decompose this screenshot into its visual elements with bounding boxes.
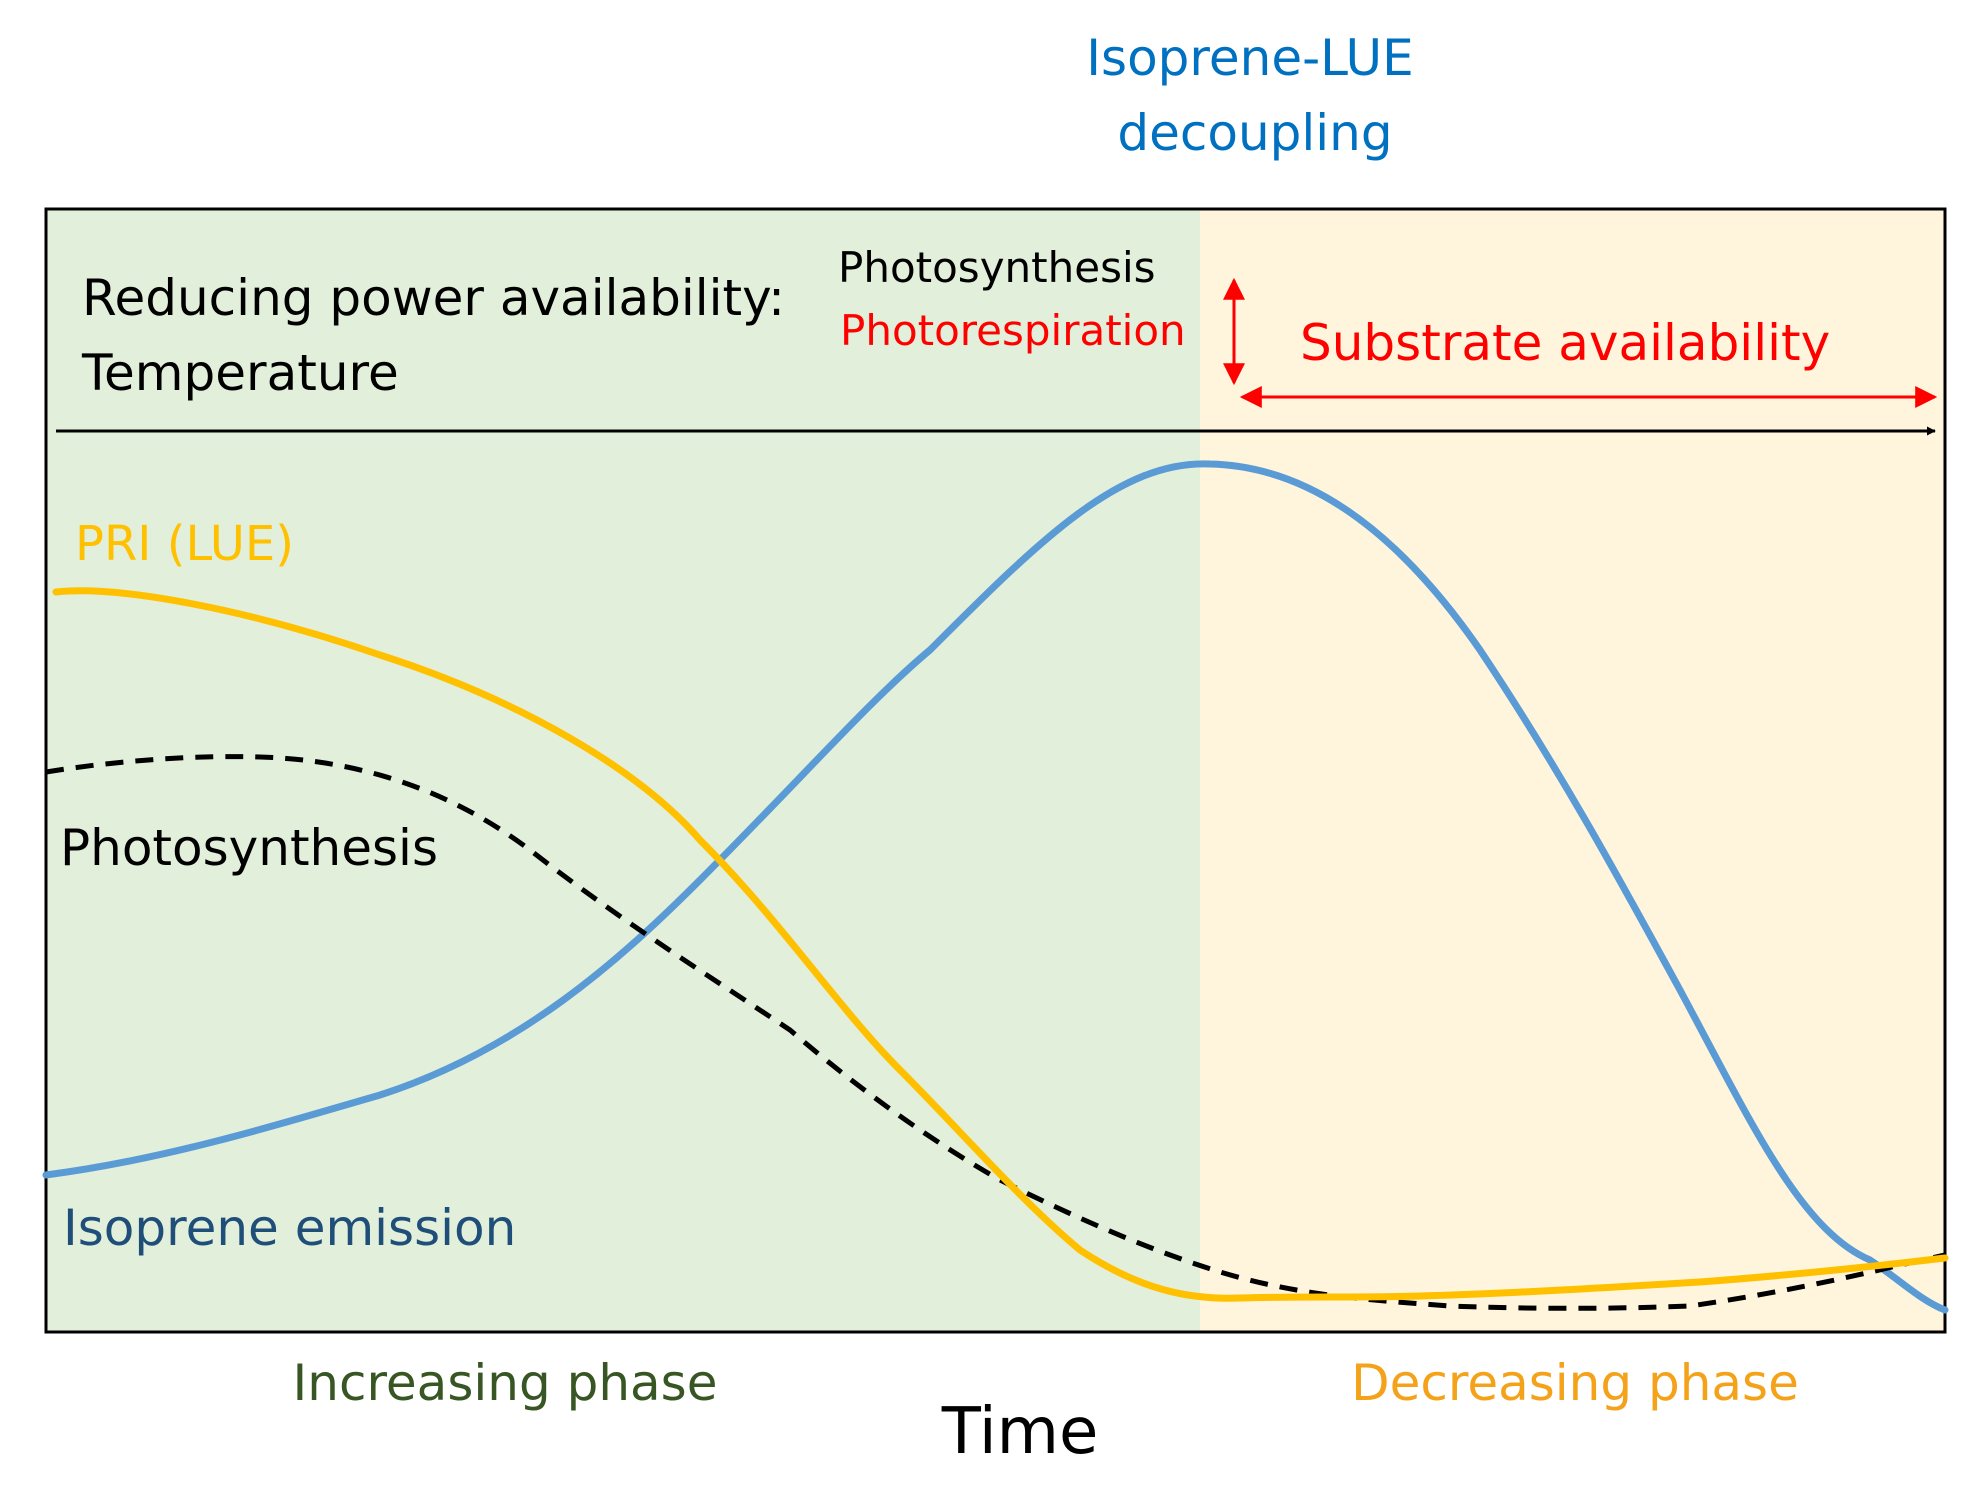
pri-label: PRI (LUE): [75, 516, 294, 572]
decreasing-phase-region: [1200, 209, 1945, 1332]
photosynthesis-curve: [45, 754, 1946, 1311]
isoprene-emission-label: Isoprene emission: [63, 1199, 516, 1257]
pri-curve: [52, 587, 1949, 1302]
photorespiration-label: Photorespiration: [840, 306, 1186, 355]
decreasing-phase-label: Decreasing phase: [1351, 1354, 1799, 1412]
temperature-label: Temperature: [81, 344, 399, 402]
isoprene-emission-curve: [42, 460, 1949, 1314]
reducing-power-label: Reducing power availability:: [82, 269, 785, 327]
substrate-availability-label: Substrate availability: [1300, 314, 1830, 372]
header-title-line1: Isoprene-LUE: [1086, 29, 1413, 87]
photosynthesis-curve-label: Photosynthesis: [60, 819, 438, 877]
photosynthesis-small-label: Photosynthesis: [838, 243, 1156, 292]
x-axis-label: Time: [941, 1395, 1099, 1469]
increasing-phase-label: Increasing phase: [293, 1354, 718, 1412]
header-title-line2: decoupling: [1117, 104, 1392, 162]
